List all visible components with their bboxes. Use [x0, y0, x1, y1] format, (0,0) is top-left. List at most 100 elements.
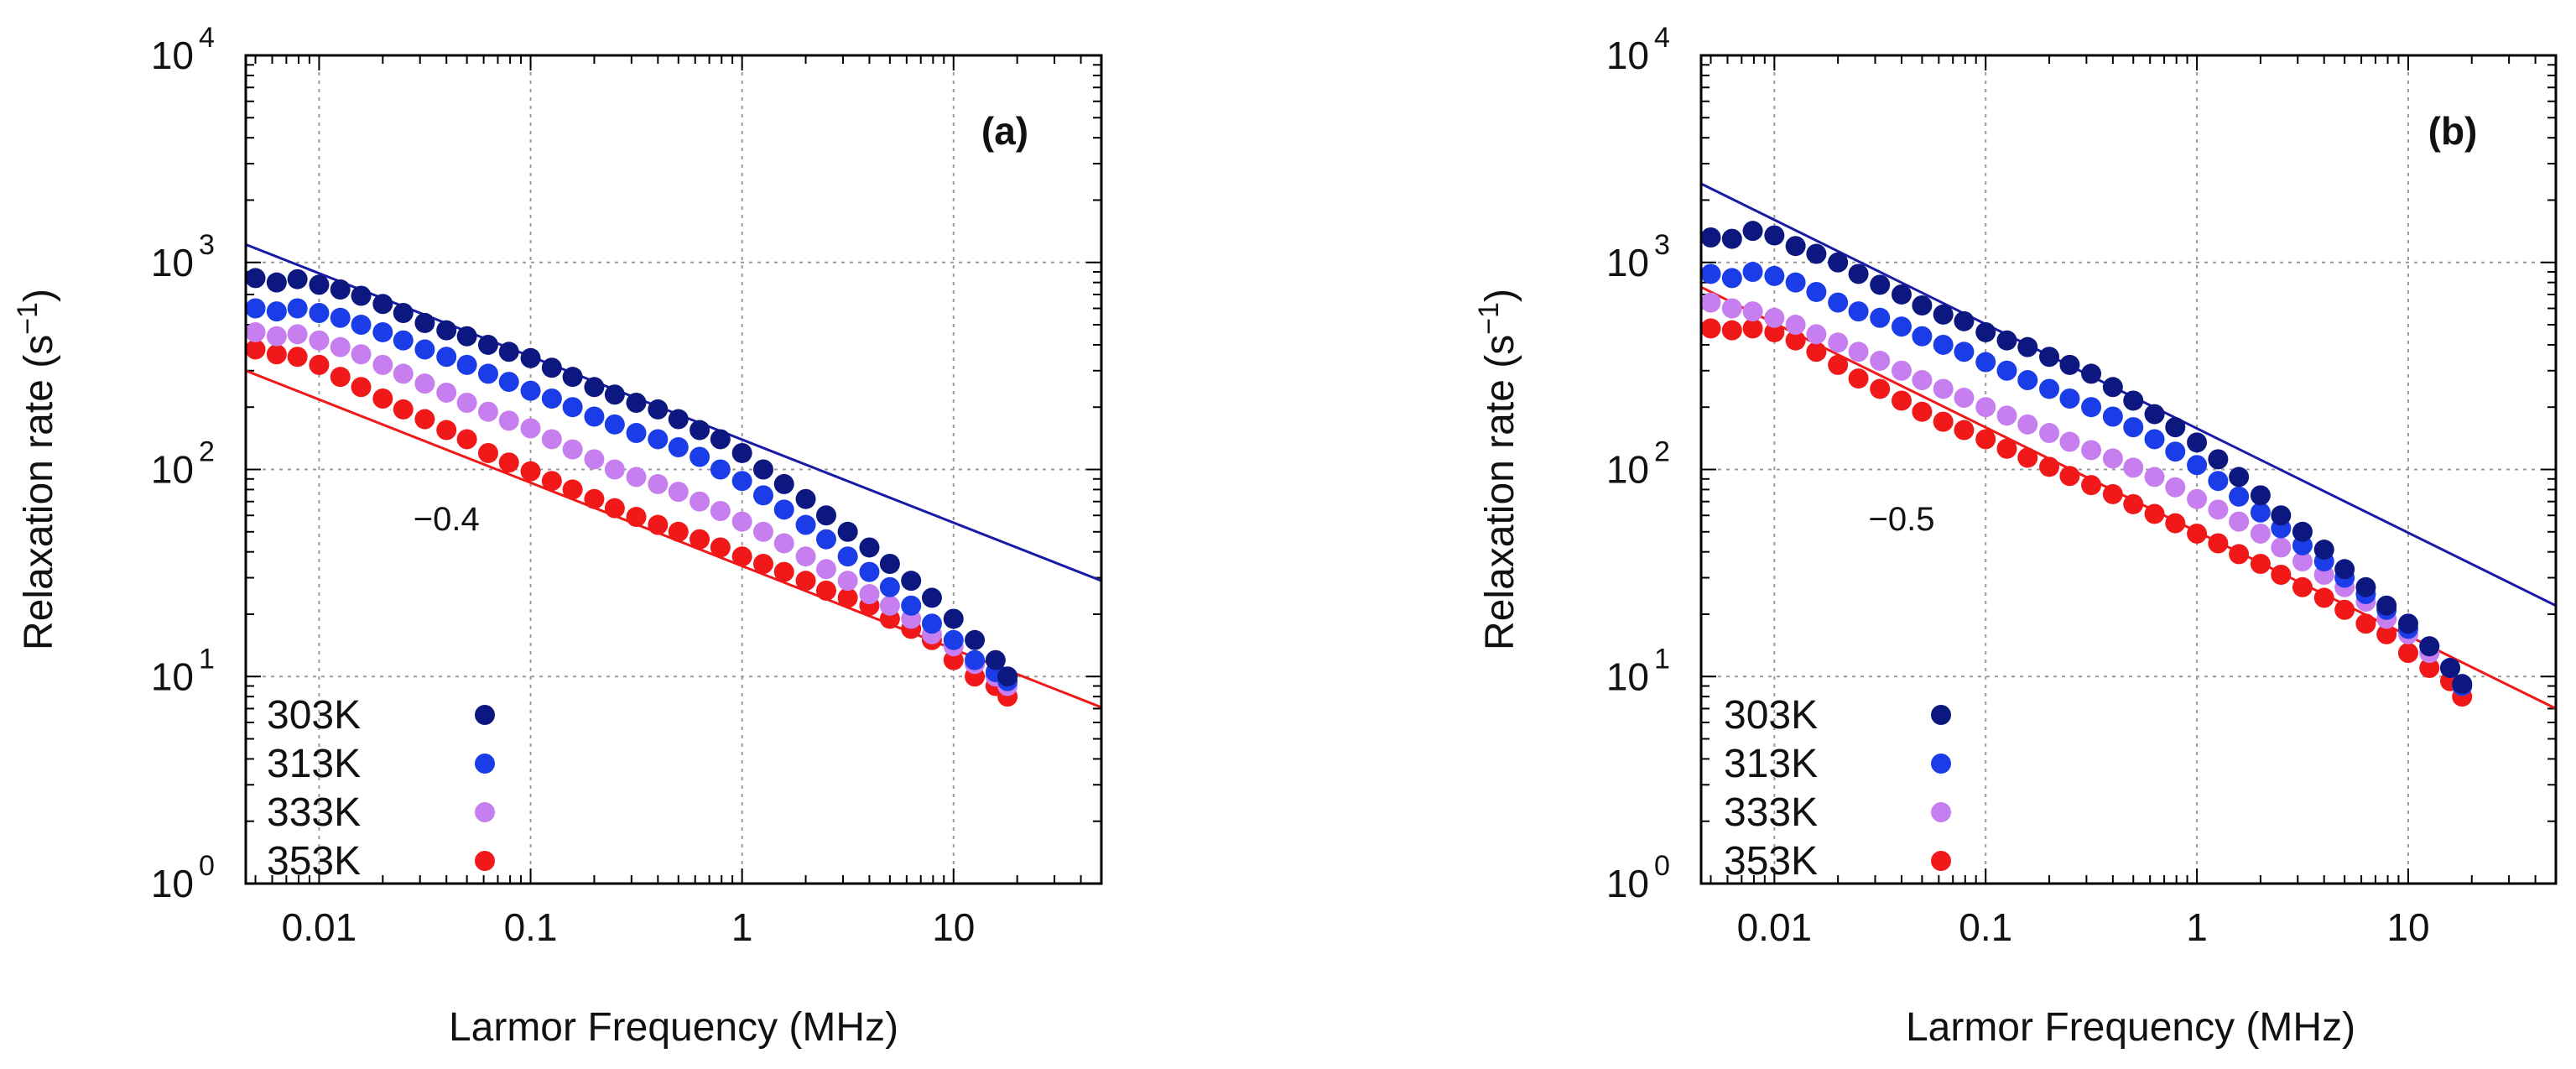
- data-point-333K: [1870, 350, 1891, 371]
- y-tick-exponent: 2: [199, 436, 215, 468]
- data-point-333K: [1721, 298, 1742, 319]
- data-point-303K: [2123, 390, 2144, 411]
- data-point-303K: [795, 488, 816, 509]
- data-point-333K: [1785, 315, 1806, 336]
- data-point-353K: [287, 347, 308, 368]
- data-point-313K: [1954, 342, 1975, 362]
- data-point-313K: [2081, 397, 2102, 418]
- data-point-313K: [901, 595, 922, 616]
- data-point-333K: [351, 344, 372, 365]
- data-point-303K: [752, 459, 773, 480]
- y-tick-label: 10: [151, 862, 194, 905]
- y-axis-title-text: Relaxation rate (s: [17, 335, 61, 650]
- data-point-353K: [1721, 320, 1742, 341]
- x-tick-label: 0.1: [1959, 905, 2012, 949]
- data-point-303K: [604, 384, 625, 405]
- data-point-333K: [414, 373, 435, 394]
- data-point-333K: [710, 501, 731, 522]
- data-point-353K: [2102, 483, 2123, 504]
- legend-label-313K: 313K: [267, 742, 361, 786]
- data-point-313K: [2229, 486, 2250, 507]
- x-tick-label: 10: [932, 905, 975, 949]
- data-point-313K: [2187, 455, 2208, 476]
- legend-label-333K: 333K: [1724, 790, 1818, 835]
- data-point-313K: [562, 397, 583, 418]
- data-point-333K: [2292, 550, 2313, 571]
- data-point-313K: [498, 372, 519, 393]
- data-point-333K: [2017, 414, 2038, 435]
- y-tick-label: 10: [151, 448, 194, 492]
- data-point-303K: [2059, 354, 2080, 375]
- data-point-333K: [2144, 467, 2165, 488]
- data-point-353K: [498, 452, 519, 473]
- data-point-353K: [815, 580, 836, 601]
- data-point-303K: [1806, 243, 1827, 264]
- data-point-313K: [1828, 292, 1849, 313]
- data-point-313K: [1721, 268, 1742, 289]
- data-point-353K: [2165, 513, 2186, 534]
- x-tick-label: 0.01: [1737, 905, 1813, 949]
- data-point-353K: [2081, 475, 2102, 496]
- data-point-333K: [1742, 301, 1763, 322]
- data-point-303K: [773, 473, 794, 494]
- data-point-303K: [859, 537, 880, 558]
- data-point-303K: [541, 357, 562, 378]
- data-point-313K: [626, 423, 647, 444]
- x-tick-label: 0.01: [282, 905, 357, 949]
- y-tick-label: 10: [1606, 448, 1649, 492]
- data-point-313K: [2123, 417, 2144, 438]
- data-point-303K: [436, 320, 457, 341]
- data-point-303K: [372, 294, 393, 315]
- data-point-313K: [1701, 263, 1721, 284]
- data-point-313K: [1785, 272, 1806, 293]
- data-point-313K: [1912, 326, 1933, 347]
- data-point-303K: [626, 392, 647, 413]
- data-point-353K: [266, 344, 287, 365]
- data-point-303K: [2271, 505, 2292, 526]
- data-point-353K: [690, 529, 710, 550]
- y-tick-label: 10: [151, 654, 194, 698]
- legend-marker-353K: [475, 851, 495, 871]
- data-point-303K: [648, 399, 669, 420]
- data-point-303K: [1764, 225, 1785, 246]
- data-point-313K: [859, 561, 880, 582]
- data-point-303K: [690, 420, 710, 441]
- data-point-353K: [2376, 623, 2397, 644]
- legend-label-313K: 313K: [1724, 742, 1818, 786]
- data-point-353K: [351, 377, 372, 398]
- data-point-353K: [520, 461, 541, 482]
- data-point-313K: [309, 302, 330, 323]
- data-point-313K: [541, 388, 562, 409]
- legend-label-353K: 353K: [1724, 839, 1818, 884]
- data-point-313K: [351, 315, 372, 336]
- data-point-313K: [2039, 378, 2060, 399]
- data-point-333K: [1764, 307, 1785, 328]
- y-tick-exponent: 4: [1654, 22, 1670, 54]
- data-point-303K: [246, 268, 266, 289]
- data-point-353K: [1975, 429, 1996, 450]
- data-point-303K: [2144, 404, 2165, 425]
- data-point-313K: [1742, 262, 1763, 283]
- data-point-303K: [1912, 295, 1933, 315]
- data-point-353K: [2144, 503, 2165, 524]
- data-point-303K: [1828, 252, 1849, 273]
- data-point-353K: [1828, 354, 1849, 375]
- data-point-313K: [604, 414, 625, 435]
- data-point-303K: [943, 608, 964, 629]
- plot-area: [1701, 182, 2556, 710]
- data-point-353K: [604, 498, 625, 519]
- data-point-333K: [309, 330, 330, 351]
- data-point-313K: [2250, 502, 2271, 523]
- data-point-303K: [477, 334, 498, 355]
- x-axis-title: Larmor Frequency (MHz): [1906, 1005, 2355, 1050]
- data-point-303K: [985, 649, 1006, 670]
- data-point-353K: [710, 537, 731, 558]
- y-axis-title-exponent: −1: [12, 302, 44, 335]
- data-point-333K: [773, 533, 794, 554]
- data-point-353K: [731, 546, 752, 567]
- data-point-333K: [1848, 342, 1869, 362]
- data-point-353K: [414, 409, 435, 430]
- y-tick-label: 10: [151, 241, 194, 284]
